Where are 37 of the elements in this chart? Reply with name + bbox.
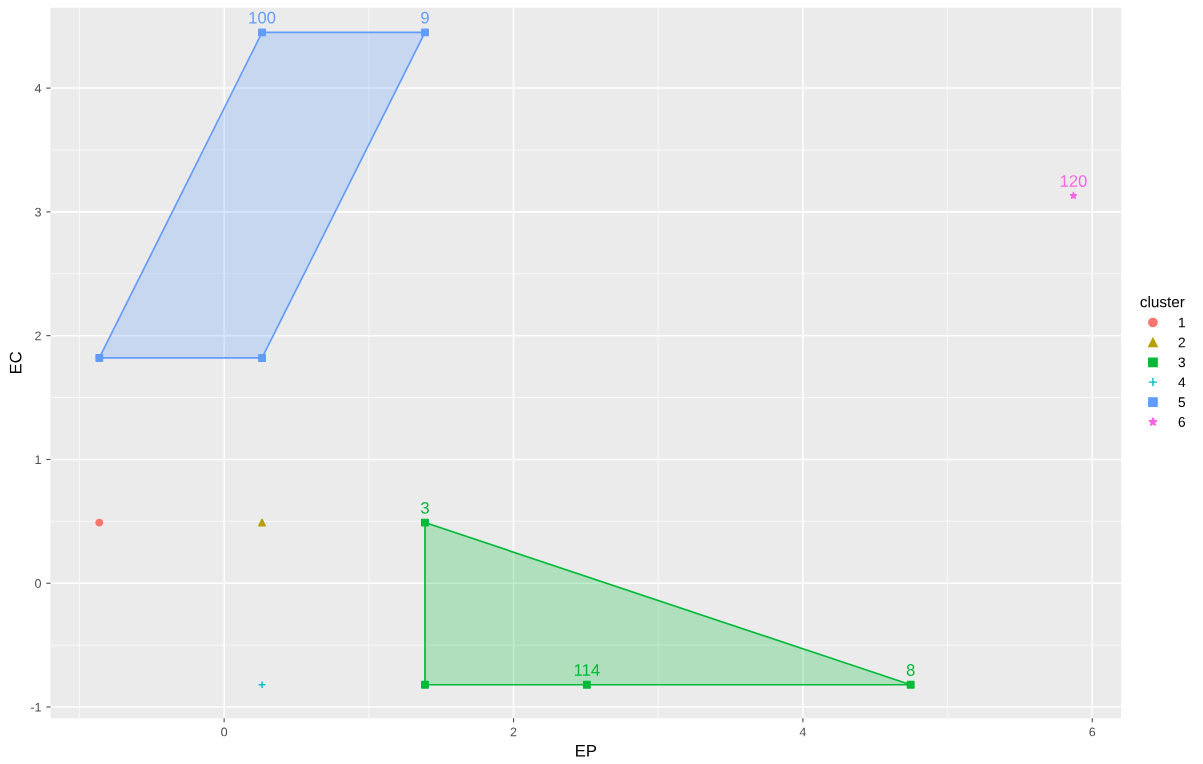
legend-label: 6: [1178, 417, 1186, 427]
point: [258, 353, 267, 362]
legend-title: cluster: [1140, 296, 1185, 308]
annotation: 120: [1060, 175, 1087, 187]
point: [258, 518, 267, 527]
annotation: 114: [574, 664, 600, 676]
x-tick-label: 0: [221, 727, 228, 737]
point: [421, 518, 429, 527]
x-tick-label: 2: [510, 727, 517, 737]
point: [906, 680, 915, 689]
annotation: 100: [249, 11, 276, 24]
y-axis-title: EC: [9, 351, 22, 374]
legend-label: 2: [1178, 337, 1185, 348]
x-axis-title: EP: [576, 745, 597, 757]
point: [95, 353, 104, 362]
x-tick-label: 6: [1089, 727, 1096, 737]
annotation: 9: [421, 11, 429, 24]
annotation: 8: [906, 664, 915, 676]
y-tick-label: 3: [35, 207, 41, 217]
y-tick-label: 0: [35, 579, 42, 588]
y-tick-label: 4: [34, 84, 42, 93]
point: [421, 680, 429, 689]
y-tick-label: -1: [30, 702, 41, 712]
legend-label: 1: [1179, 317, 1185, 328]
point: [258, 28, 267, 37]
legend-label: 4: [1178, 377, 1186, 388]
legend-label: 5: [1178, 397, 1186, 408]
y-tick-label: 2: [35, 331, 41, 341]
annotation: 3: [420, 501, 429, 514]
legend-label: 3: [1178, 357, 1186, 368]
point: [258, 680, 267, 689]
point: [421, 28, 429, 37]
x-tick-label: 4: [799, 727, 806, 737]
y-tick-label: 1: [35, 455, 41, 464]
point: [1069, 191, 1078, 200]
point: [95, 518, 104, 527]
point: [582, 680, 591, 689]
